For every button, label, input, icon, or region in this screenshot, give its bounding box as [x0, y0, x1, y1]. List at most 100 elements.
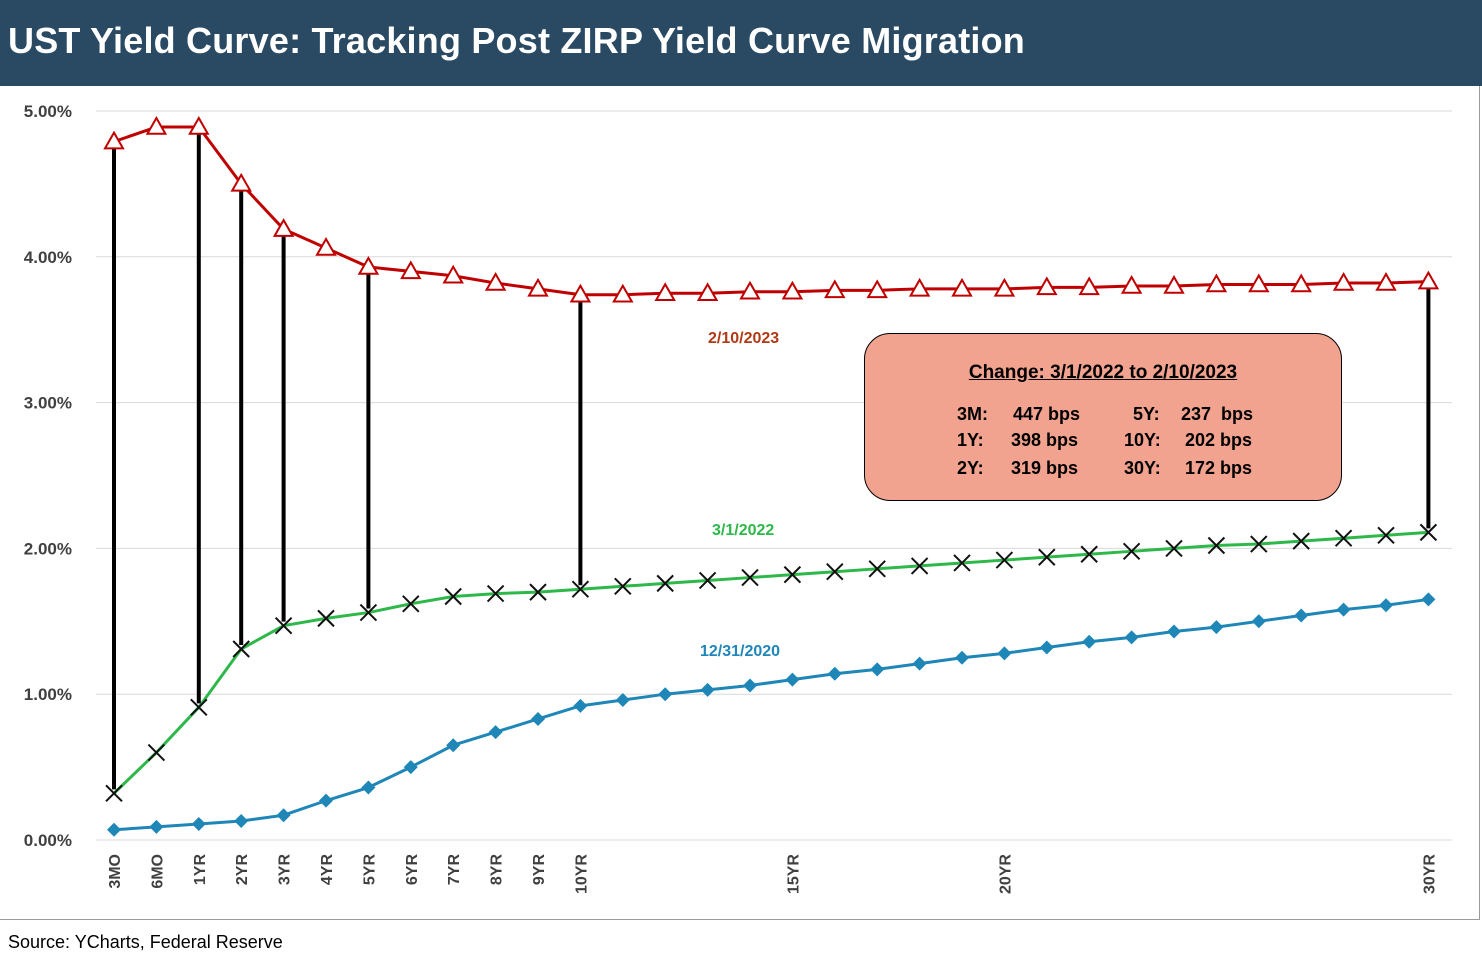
data-point-2022: [444, 587, 462, 606]
data-point-2023: [272, 218, 295, 237]
x-tick-label: 3MO: [107, 854, 124, 889]
data-point-2020: [1124, 630, 1139, 645]
data-point-2022: [1122, 542, 1141, 561]
source-note: Source: YCharts, Federal Reserve: [8, 932, 283, 952]
data-point-2023: [612, 283, 634, 303]
data-point-2020: [361, 780, 376, 795]
data-point-2022: [359, 603, 378, 622]
data-point-2023: [1290, 273, 1312, 293]
data-point-2020: [785, 672, 800, 687]
data-point-2023: [103, 130, 125, 150]
data-point-2023: [1417, 270, 1440, 290]
y-tick-label: 0.00%: [24, 831, 72, 850]
callout-left-key: 3M:: [957, 404, 988, 424]
data-point-2022: [147, 743, 166, 762]
data-point-2020: [319, 793, 333, 808]
data-point-2020: [573, 698, 588, 713]
callout-row: 2Y: 319 bps 30Y: 172 bps: [865, 458, 1341, 480]
data-point-2022: [190, 698, 208, 717]
data-point-2023: [442, 264, 464, 284]
data-point-2020: [234, 814, 249, 829]
plot-frame: [0, 86, 1480, 920]
data-point-2020: [191, 816, 206, 831]
data-point-2022: [571, 580, 590, 598]
data-point-2022: [1419, 523, 1438, 542]
x-tick-label: 30YR: [1421, 854, 1438, 894]
callout-right-value: 237 bps: [1181, 404, 1254, 424]
chart-title: UST Yield Curve: Tracking Post ZIRP Yiel…: [8, 20, 1025, 61]
data-point-2020: [997, 646, 1012, 661]
y-tick-label: 5.00%: [24, 102, 72, 121]
data-point-2023: [357, 255, 380, 275]
series-label-2023: 2/10/2023: [708, 330, 780, 347]
data-point-2023: [145, 116, 168, 135]
callout-left-value: 398 bps: [1011, 430, 1079, 450]
data-point-2020: [1379, 598, 1393, 613]
y-tick-label: 2.00%: [24, 539, 72, 558]
data-point-2020: [912, 656, 927, 671]
data-point-2020: [531, 711, 545, 726]
x-tick-label: 6MO: [149, 854, 166, 889]
callout-right-value: 172 bps: [1185, 458, 1253, 478]
data-point-2020: [743, 678, 757, 693]
data-point-2022: [698, 571, 717, 590]
data-point-2020: [1167, 624, 1181, 639]
data-point-2023: [230, 172, 252, 192]
data-point-2020: [615, 693, 630, 708]
callout-row: 1Y: 398 bps 10Y: 202 bps: [865, 430, 1341, 452]
data-point-2020: [107, 822, 121, 837]
data-point-2020: [1039, 640, 1054, 655]
data-point-2023: [484, 272, 507, 291]
callout-row: 3M: 447 bps 5Y: 237 bps: [865, 404, 1341, 426]
data-point-2023: [908, 277, 931, 297]
data-point-2022: [1377, 526, 1395, 544]
data-point-2020: [870, 662, 885, 677]
data-point-2023: [1036, 276, 1058, 296]
data-point-2020: [827, 666, 842, 681]
callout-left-value: 447 bps: [1013, 404, 1081, 424]
data-point-2022: [1292, 532, 1310, 550]
data-point-2022: [868, 560, 886, 578]
callout-left-value: 319 bps: [1011, 458, 1079, 478]
data-point-2023: [951, 277, 973, 297]
data-point-2023: [824, 279, 846, 299]
x-tick-label: 1YR: [192, 854, 209, 886]
y-tick-label: 4.00%: [24, 248, 72, 267]
series-line: [113, 125, 1429, 297]
callout-right-key: 10Y:: [1124, 430, 1161, 450]
callout-left-key: 2Y:: [957, 458, 984, 478]
x-tick-label: 5YR: [361, 854, 378, 886]
data-point-2020: [403, 760, 418, 775]
yield-curve-chart: 0.00% 1.00% 2.00% 3.00% 4.00% 5.00% 3MO 6MO 1YR 2…: [24, 102, 1452, 894]
data-point-2023: [781, 280, 804, 300]
data-point-2020: [955, 650, 969, 665]
x-tick-label: 6YR: [404, 854, 421, 886]
data-point-2023: [569, 283, 592, 303]
data-point-2020: [446, 738, 461, 753]
callout-right-key: 5Y:: [1133, 404, 1160, 424]
data-point-2022: [614, 577, 632, 596]
data-point-2023: [1078, 276, 1100, 296]
data-point-2022: [232, 640, 250, 658]
data-point-2023: [1248, 273, 1270, 293]
data-point-2020: [149, 819, 164, 834]
data-point-2022: [995, 551, 1014, 569]
data-point-2023: [1375, 272, 1397, 291]
data-point-2023: [696, 282, 719, 301]
data-point-2022: [1207, 536, 1226, 555]
series-line: [112, 530, 1429, 795]
change-callout-box: Change: 3/1/2022 to 2/10/2023 3M: 447 bp…: [864, 333, 1342, 501]
data-point-2023: [1205, 273, 1228, 293]
data-point-2022: [486, 584, 505, 603]
data-point-2020: [488, 725, 503, 740]
data-point-2020: [1209, 620, 1224, 635]
y-tick-label: 3.00%: [24, 394, 72, 413]
data-point-2022: [105, 784, 123, 803]
data-point-2022: [1080, 545, 1098, 563]
data-point-2023: [400, 260, 422, 280]
x-tick-label: 8YR: [489, 854, 506, 886]
callout-right-value: 202 bps: [1185, 430, 1253, 450]
data-point-2022: [1038, 548, 1056, 566]
data-point-2020: [1421, 592, 1436, 607]
data-point-2022: [529, 583, 547, 601]
